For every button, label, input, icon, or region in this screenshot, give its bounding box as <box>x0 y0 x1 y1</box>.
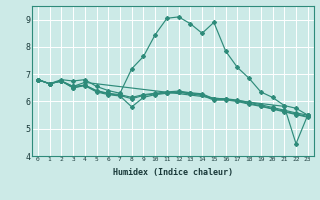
X-axis label: Humidex (Indice chaleur): Humidex (Indice chaleur) <box>113 168 233 177</box>
